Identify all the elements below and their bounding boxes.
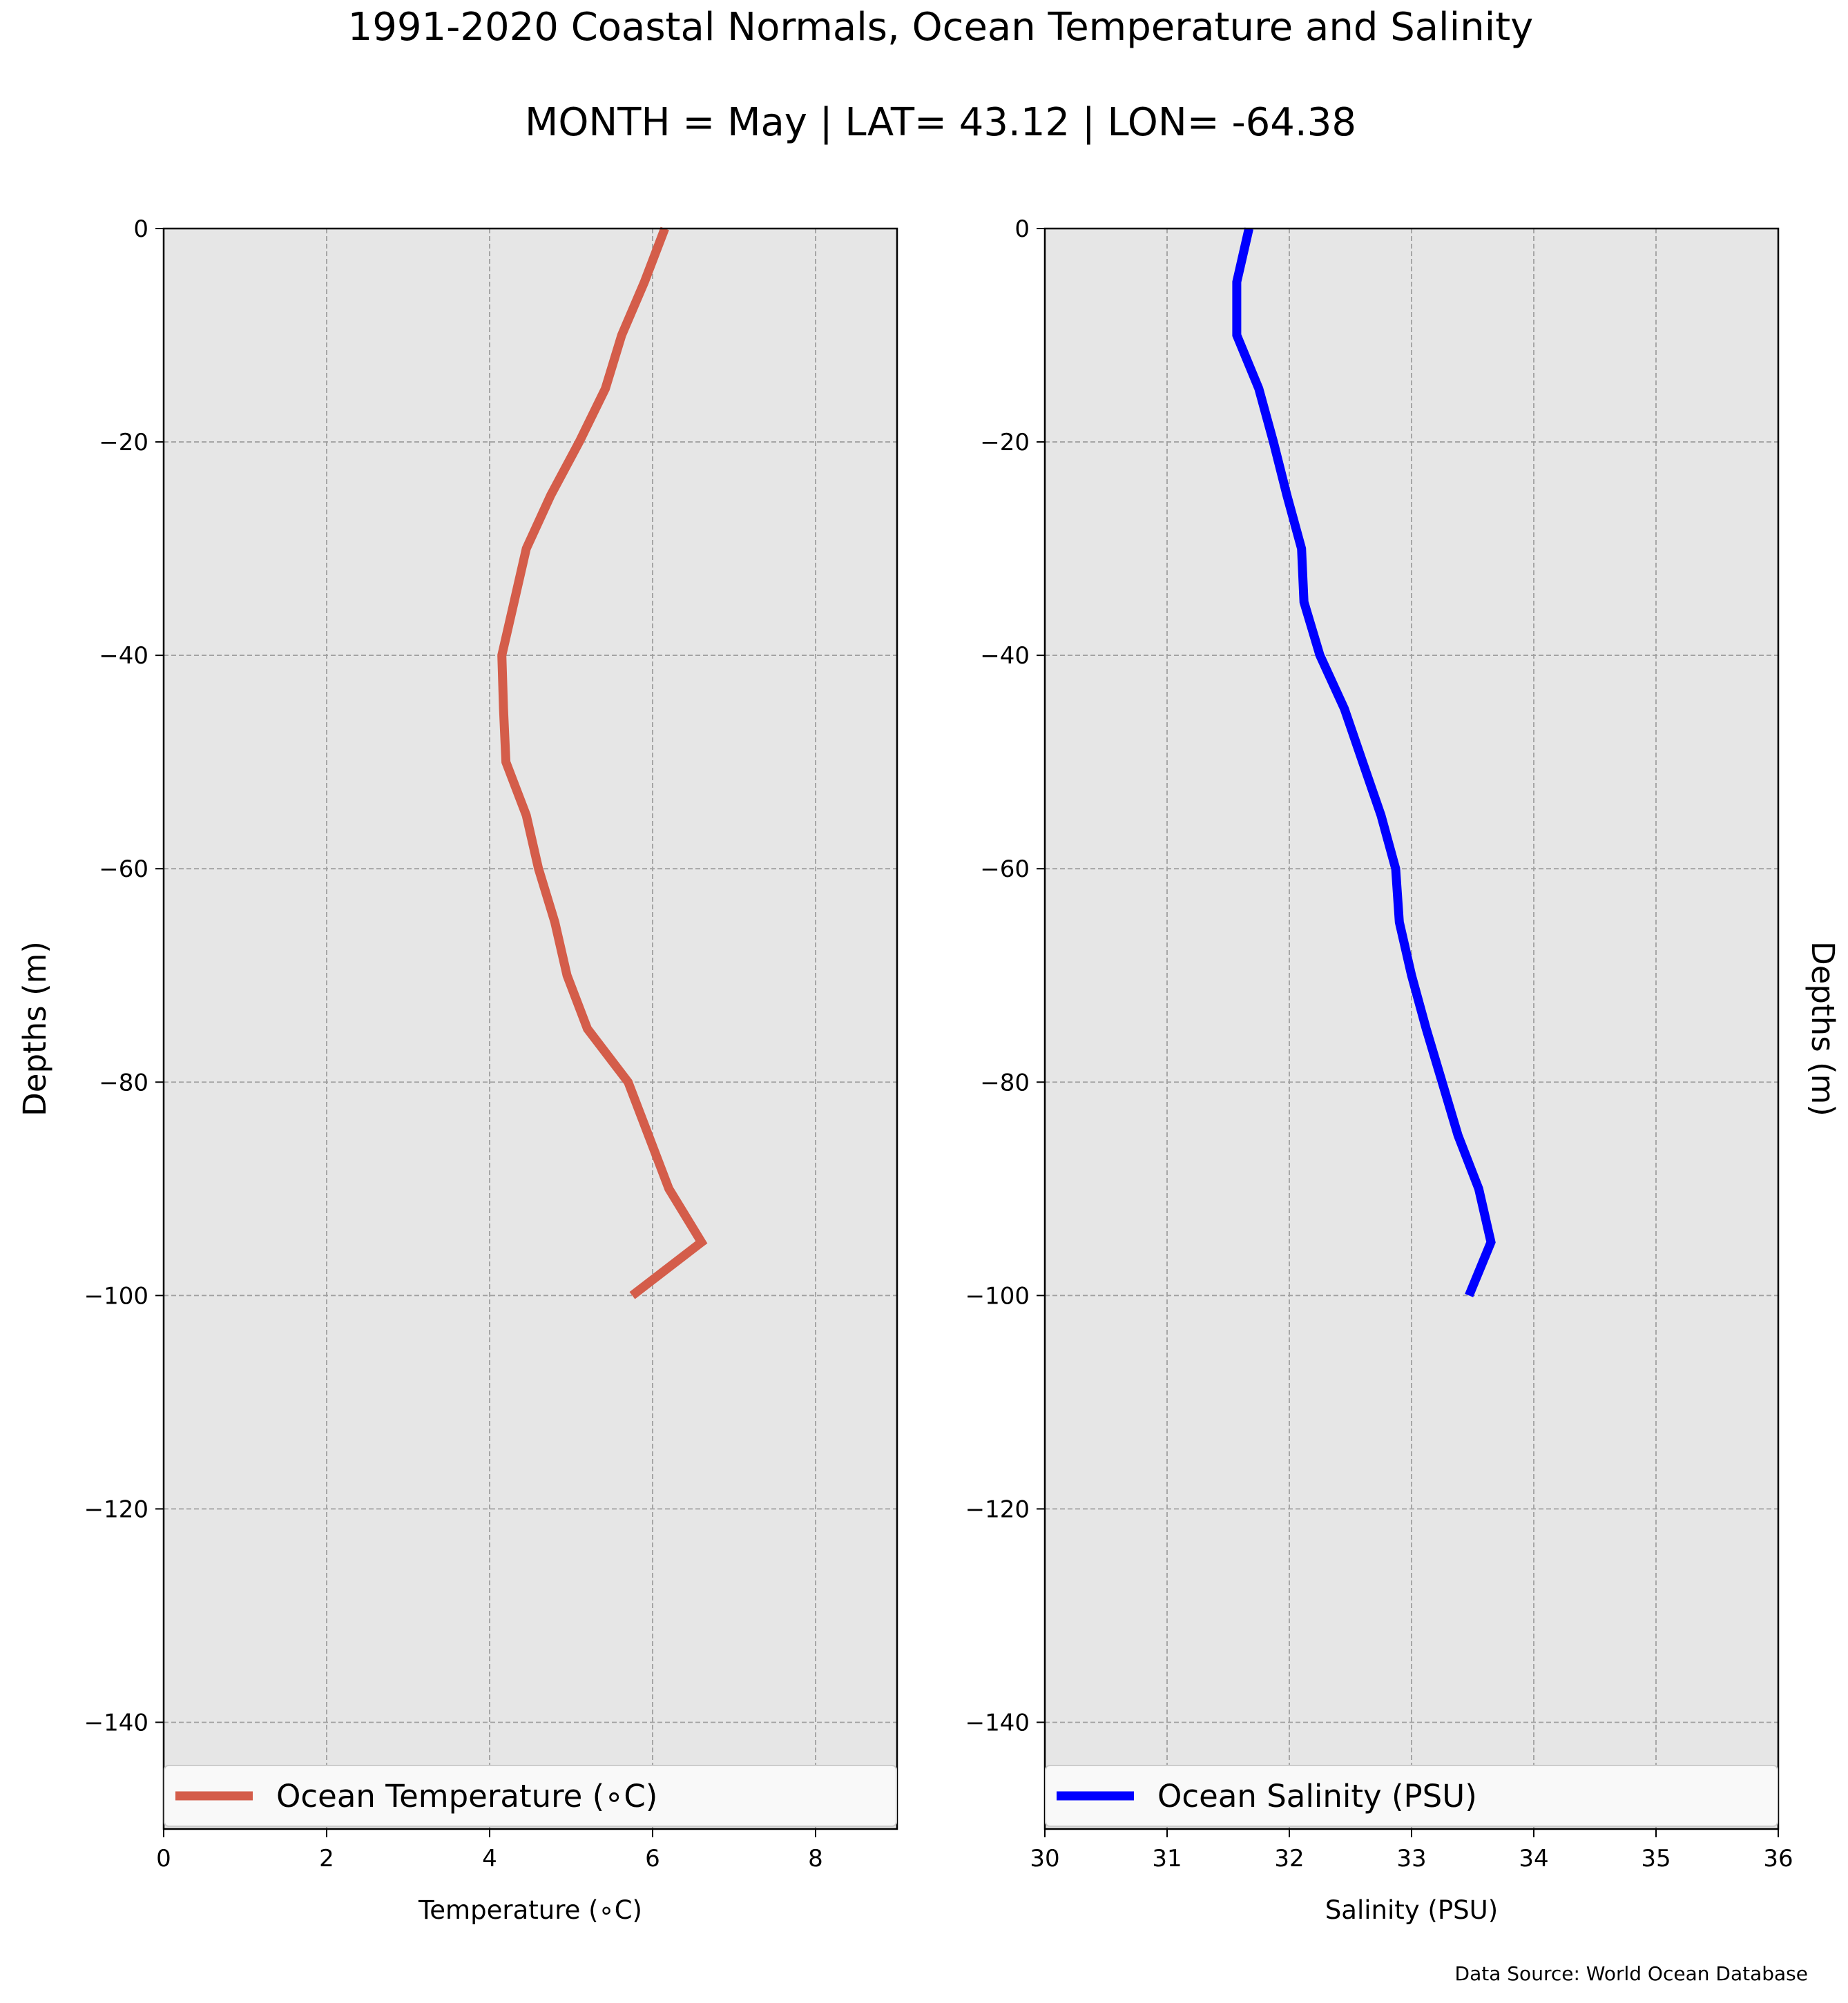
legend-label: Ocean Temperature (∘C) [276,1778,657,1815]
y-tick-label: −80 [99,1069,148,1096]
legend-box [164,1765,897,1827]
y-tick-label: −60 [99,855,148,883]
legend: Ocean Temperature (∘C) [164,1765,897,1827]
y-tick-label: −80 [980,1069,1030,1096]
plot-area [164,229,897,1829]
y-tick-label: −100 [965,1282,1030,1310]
y-tick-label: −100 [84,1282,148,1310]
salinity-panel: 30 31 32 33 34 35 36 0 −20 −40 −60 −80 −100 −120 −140 O… [965,215,1841,1925]
x-tick-label: 33 [1396,1845,1426,1873]
y-tick-label: −20 [99,429,148,456]
y-tick-label: −140 [965,1709,1030,1736]
y-tick-label: −120 [965,1496,1030,1523]
x-tick-label: 2 [319,1845,334,1873]
axes-frame [1043,227,1780,1830]
series-line [1232,227,1496,1297]
y-tick-label: 0 [1014,215,1030,243]
temperature-panel: 0 2 4 6 8 0 −20 −40 −60 −80 −100 −120 −140 Ocean Temp… [17,215,898,1925]
x-tick-label: 32 [1274,1845,1304,1873]
y-tick-label: 0 [133,215,148,243]
x-tick-label: 35 [1641,1845,1671,1873]
figure-subtitle: MONTH = May | LAT= 43.12 | LON= -64.38 [525,100,1356,145]
legend-box [1045,1765,1778,1827]
x-axis-label: Temperature (∘C) [418,1895,642,1925]
x-tick-label: 6 [645,1845,660,1873]
x-tick-label: 36 [1763,1845,1793,1873]
y-axis-label-right: Depths (m) [1804,941,1841,1116]
legend-label: Ocean Salinity (PSU) [1157,1778,1477,1815]
x-tick-label: 30 [1030,1845,1059,1873]
x-tick-label: 34 [1519,1845,1548,1873]
y-tick-label: −40 [99,642,148,670]
series-line [497,226,708,1299]
y-tick-label: −60 [980,855,1030,883]
x-tick-label: 0 [156,1845,171,1873]
x-axis-label: Salinity (PSU) [1325,1895,1498,1925]
x-tick-label: 8 [808,1845,823,1873]
y-axis-label: Depths (m) [17,941,53,1116]
y-tick-label: −20 [980,429,1030,456]
y-tick-label: −40 [980,642,1030,670]
y-tick-label: −120 [84,1496,148,1523]
legend: Ocean Salinity (PSU) [1045,1765,1778,1827]
data-source-note: Data Source: World Ocean Database [1455,1962,1808,1985]
axes-frame [162,227,898,1830]
x-tick-label: 31 [1152,1845,1182,1873]
x-tick-label: 4 [482,1845,497,1873]
figure-title: 1991-2020 Coastal Normals, Ocean Tempera… [348,5,1534,50]
y-tick-label: −140 [84,1709,148,1736]
